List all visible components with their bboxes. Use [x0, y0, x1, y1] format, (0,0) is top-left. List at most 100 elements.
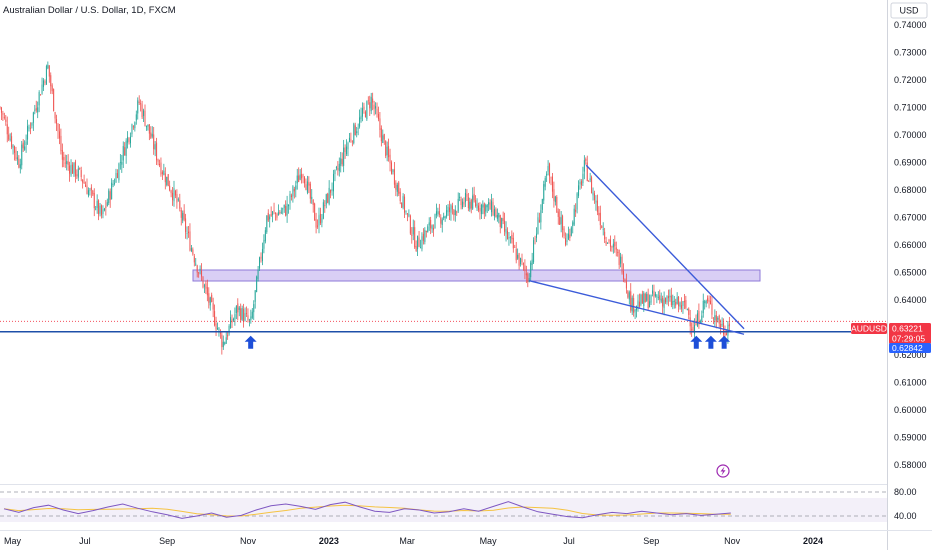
candle-body: [542, 199, 543, 210]
candle-body: [404, 197, 405, 213]
candle-body: [187, 233, 188, 234]
candle-body: [169, 186, 170, 191]
candle-body: [168, 174, 169, 186]
candle-body: [133, 126, 134, 127]
candle-body: [719, 316, 720, 324]
time-tick-label: Jul: [79, 536, 91, 546]
candle-body: [581, 181, 582, 185]
candle-body: [600, 213, 601, 225]
candle-body: [178, 199, 179, 200]
candle-body: [340, 158, 341, 166]
candle-body: [355, 125, 356, 135]
candle-body: [249, 320, 250, 321]
candle-body: [269, 217, 270, 220]
candle-body: [406, 211, 407, 212]
candle-body: [506, 229, 507, 233]
candle-body: [258, 270, 259, 279]
candle-body: [442, 220, 443, 225]
price-tick-label: 0.71000: [894, 103, 927, 113]
candle-body: [481, 205, 482, 214]
resistance-zone[interactable]: [193, 270, 760, 281]
candle-body: [713, 317, 714, 318]
chart-title[interactable]: Australian Dollar / U.S. Dollar, 1D, FXC…: [3, 5, 176, 16]
candle-body: [382, 135, 383, 143]
time-tick-label: Nov: [240, 536, 257, 546]
candle-body: [619, 250, 620, 265]
candle-body: [330, 190, 331, 193]
candle-body: [691, 329, 692, 330]
candle-body: [578, 185, 579, 195]
candle-body: [495, 209, 496, 217]
candle-body: [450, 205, 451, 213]
candle-body: [304, 177, 305, 183]
candle-body: [188, 232, 189, 233]
candle-body: [313, 199, 314, 204]
candle-body: [162, 172, 163, 174]
candle-body: [143, 110, 144, 116]
candle-body: [471, 200, 472, 209]
candle-body: [30, 128, 31, 129]
candle-body: [176, 194, 177, 202]
candle-body: [466, 194, 467, 197]
candle-body: [555, 197, 556, 203]
currency-button[interactable]: USD: [891, 3, 927, 18]
candle-body: [218, 328, 219, 330]
candle-body: [485, 205, 486, 211]
candle-body: [253, 304, 254, 312]
candle-body: [562, 216, 563, 230]
candle-body: [205, 283, 206, 288]
time-tick-label: 2023: [319, 536, 339, 546]
candle-body: [694, 325, 695, 334]
price-axis[interactable]: 0.74000 0.73000 0.72000 0.71000 0.70000 0.690…: [894, 20, 927, 470]
rsi-axis[interactable]: 80.00 40.00: [894, 487, 917, 521]
candle-body: [275, 213, 276, 214]
candle-body: [377, 109, 378, 114]
candle-body: [256, 277, 257, 293]
candle-body: [519, 253, 520, 265]
candle-body: [479, 208, 480, 211]
candle-body: [690, 317, 691, 326]
candle-body: [507, 231, 508, 239]
candle-body: [643, 293, 644, 306]
price-tick-label: 0.58000: [894, 460, 927, 470]
candle-body: [474, 194, 475, 200]
candle-body: [348, 143, 349, 149]
candle-body: [210, 297, 211, 305]
candle-body: [56, 119, 57, 123]
candle-body: [79, 168, 80, 169]
time-axis[interactable]: May Jul Sep Nov 2023 Mar May Jul Sep Nov 2024: [4, 536, 823, 546]
candle-body: [163, 171, 164, 175]
candle-body: [677, 297, 678, 304]
candle-body: [722, 324, 723, 325]
candle-body: [620, 257, 621, 264]
candle-body: [274, 210, 275, 211]
candle-body: [123, 146, 124, 160]
candle-body: [214, 311, 215, 325]
candle-body: [72, 165, 73, 174]
candle-body: [8, 135, 9, 140]
candle-body: [678, 297, 679, 306]
candle-body: [577, 193, 578, 209]
candle-body: [707, 298, 708, 301]
candle-body: [189, 231, 190, 250]
candle-body: [281, 212, 282, 213]
candle-body: [139, 102, 140, 103]
candle-body: [113, 184, 114, 185]
price-tick-label: 0.65000: [894, 267, 927, 277]
lightning-icon[interactable]: [717, 465, 729, 477]
candle-body: [626, 281, 627, 288]
candle-body: [242, 308, 243, 320]
candle-body: [658, 297, 659, 298]
candle-body: [117, 173, 118, 178]
candle-body: [216, 323, 217, 329]
candle-body: [2, 113, 3, 114]
candle-body: [532, 260, 533, 265]
candle-body: [488, 202, 489, 204]
candle-body: [400, 192, 401, 201]
candle-body: [311, 197, 312, 199]
candle-body: [523, 263, 524, 264]
candle-body: [475, 200, 476, 206]
candle-body: [549, 164, 550, 177]
candle-body: [356, 131, 357, 133]
